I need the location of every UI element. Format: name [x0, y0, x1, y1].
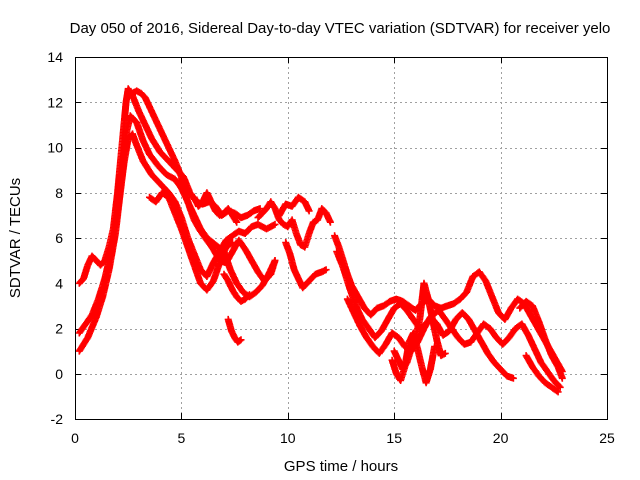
series-track-10	[282, 239, 330, 292]
series-track-4	[129, 87, 279, 285]
data-point	[509, 374, 517, 382]
y-tick-label: 12	[47, 94, 63, 110]
y-tick-label: 14	[47, 49, 63, 65]
data-point	[244, 292, 252, 300]
series-track-17	[516, 297, 566, 382]
y-tick-label: 2	[55, 321, 63, 337]
data-point	[246, 291, 253, 299]
x-tick-label: 5	[178, 430, 186, 446]
data-point	[305, 207, 313, 215]
data-point	[227, 239, 235, 247]
chart-title: Day 050 of 2016, Sidereal Day-to-day VTE…	[70, 20, 611, 37]
series-track-7	[220, 270, 253, 305]
grid	[75, 57, 607, 419]
data-point	[431, 343, 439, 351]
data-point	[322, 266, 330, 274]
x-tick-label: 20	[493, 430, 509, 446]
series-track-18	[522, 352, 562, 396]
y-tick-label: 8	[55, 185, 63, 201]
series-track-16	[388, 329, 439, 387]
data-point	[556, 383, 564, 391]
plot-frame	[75, 57, 608, 420]
data-point	[256, 205, 264, 213]
data-point	[233, 218, 241, 226]
x-tick-label: 10	[280, 430, 296, 446]
data-point	[271, 257, 279, 265]
y-tick-label: -2	[51, 411, 64, 427]
y-tick-label: 6	[55, 230, 63, 246]
data-points	[75, 85, 566, 396]
data-point	[554, 388, 562, 396]
series-track-3	[75, 85, 264, 287]
series-track-5	[146, 189, 236, 294]
data-point	[236, 337, 244, 345]
data-point	[558, 374, 566, 382]
series-track-8	[224, 315, 245, 346]
y-tick-label: 10	[47, 140, 63, 156]
data-point	[237, 336, 245, 344]
data-point	[553, 387, 561, 395]
y-tick-label: 0	[55, 366, 63, 382]
data-point	[555, 382, 563, 390]
series-track-9	[254, 198, 334, 251]
series-track-11	[275, 193, 313, 219]
data-point	[441, 349, 449, 357]
data-point	[326, 218, 334, 226]
x-tick-label: 25	[599, 430, 615, 446]
x-axis-label: GPS time / hours	[284, 458, 398, 475]
series-track-14	[343, 295, 517, 382]
x-tick-label: 0	[71, 430, 79, 446]
series-track-6	[190, 189, 241, 226]
y-tick-label: 4	[55, 275, 63, 291]
data-point	[229, 239, 236, 246]
y-axis-label: SDTVAR / TECUs	[7, 178, 24, 298]
data-point	[271, 220, 279, 228]
x-tick-label: 15	[386, 430, 402, 446]
axis-ticks: 0 5 10 15 20 25 -2 0 2 4 6 8 10 12 14	[47, 49, 615, 446]
